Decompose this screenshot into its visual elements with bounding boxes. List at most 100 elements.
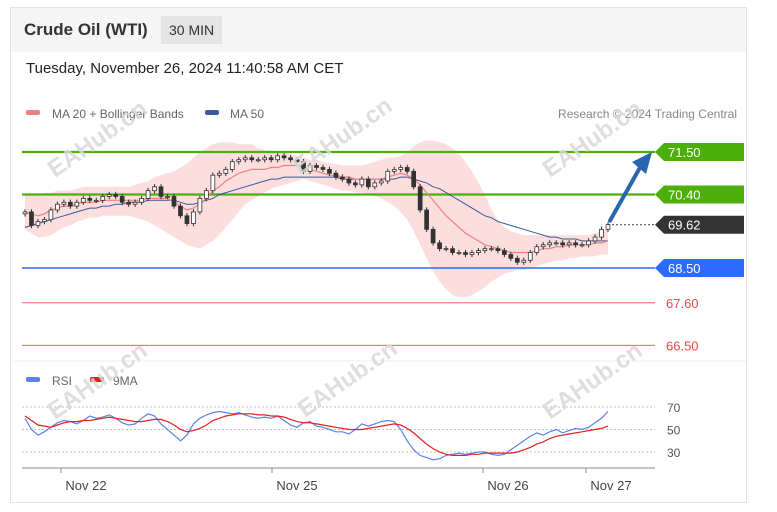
level-tag-71-50[interactable]: 71.50 <box>655 143 744 161</box>
candle-body <box>197 197 203 213</box>
candle-body <box>514 257 520 263</box>
timeframe-button[interactable]: 30 MIN <box>161 16 223 44</box>
level-tag-68-50[interactable]: 68.50 <box>655 259 744 277</box>
rsi-tick-label: 50 <box>667 424 681 438</box>
candle <box>333 170 339 180</box>
candle <box>353 180 358 188</box>
candle <box>424 207 429 233</box>
candle-body <box>482 248 488 252</box>
candle-body <box>443 248 449 251</box>
x-axis-tick-label: Nov 22 <box>65 478 106 493</box>
level-tag-bg <box>655 185 744 204</box>
candle-body <box>288 157 293 161</box>
level-tag-70-40[interactable]: 70.40 <box>655 185 744 204</box>
candle <box>359 176 365 188</box>
candle <box>443 245 449 252</box>
candle-body <box>391 168 397 172</box>
candle-body <box>307 165 313 172</box>
rsi-tick-label: 70 <box>667 401 681 415</box>
candle <box>268 155 274 163</box>
ma50-legend-swatch <box>205 110 219 115</box>
candle <box>372 180 378 190</box>
candle <box>22 209 28 217</box>
candle <box>100 193 106 204</box>
candle <box>566 240 572 248</box>
chart-header: Crude Oil (WTI) 30 MIN <box>11 8 746 52</box>
candle <box>294 157 300 165</box>
candle-body <box>599 228 604 238</box>
candle <box>275 153 280 163</box>
candle-body <box>495 248 501 252</box>
candle-body <box>216 172 222 176</box>
candle <box>314 162 319 171</box>
candle-body <box>145 190 151 199</box>
candle-body <box>463 252 468 255</box>
candle-body <box>333 172 339 178</box>
candle-body <box>55 203 60 211</box>
rsi-tick-label: 30 <box>667 446 681 460</box>
candle-body <box>152 186 157 192</box>
candle <box>80 195 86 205</box>
candle-body <box>100 196 106 201</box>
candle <box>184 213 190 227</box>
candle <box>152 184 157 194</box>
candle <box>469 249 475 258</box>
candle-body <box>320 167 326 170</box>
candle-body <box>294 159 300 163</box>
candle-body <box>204 190 209 199</box>
candle <box>216 170 222 178</box>
rsi-legend-swatch <box>26 377 40 382</box>
projection-arrow <box>608 152 652 223</box>
watermark-text: EAHub.cn <box>538 337 647 425</box>
candle-body <box>249 157 255 161</box>
candle <box>307 162 313 175</box>
candle <box>411 168 417 190</box>
candle-body <box>236 159 242 163</box>
level-tag-label: 68.50 <box>668 261 701 276</box>
candle-body <box>61 201 67 205</box>
candle <box>178 203 183 219</box>
candle-body <box>268 157 274 161</box>
candle <box>579 242 585 248</box>
x-axis-tick-label: Nov 25 <box>276 478 317 493</box>
candle-body <box>178 205 183 217</box>
candle <box>521 257 527 265</box>
candle <box>320 164 326 173</box>
candle-body <box>281 155 287 159</box>
candle <box>29 209 34 229</box>
candle <box>573 240 578 248</box>
candle-body <box>165 196 170 198</box>
candle-body <box>191 211 196 224</box>
candle-body <box>489 248 494 251</box>
candle <box>560 240 565 248</box>
candle-body <box>605 224 611 230</box>
candle <box>385 168 391 184</box>
candle <box>262 155 268 163</box>
candle-body <box>184 215 190 224</box>
candle-body <box>527 252 533 261</box>
candle <box>398 164 404 173</box>
bollinger-band <box>25 140 608 297</box>
candle <box>229 158 235 173</box>
candle-body <box>126 201 131 205</box>
source-credit: Research © 2024 Trading Central <box>558 107 737 121</box>
candle <box>592 234 598 244</box>
ma20-legend-label: MA 20 + Bollinger Bands <box>52 107 184 121</box>
candle <box>540 242 546 250</box>
candle-body <box>353 182 358 186</box>
x-axis-tick-label: Nov 26 <box>487 478 528 493</box>
ma20-legend-swatch <box>26 110 40 115</box>
candle <box>236 157 242 165</box>
ma9-legend-label: 9MA <box>113 374 138 388</box>
candle-body <box>93 199 99 202</box>
candle-body <box>314 165 319 168</box>
candle-body <box>68 201 73 207</box>
candle-body <box>359 178 365 186</box>
candle <box>204 187 209 202</box>
candle <box>113 191 119 200</box>
candle <box>145 187 151 202</box>
level-labels-layer[interactable]: 71.50 70.40 69.62 68.50 67.60 66.50 <box>655 143 744 353</box>
candle-body <box>508 254 514 259</box>
candle <box>527 249 533 263</box>
candle-body <box>534 246 540 253</box>
